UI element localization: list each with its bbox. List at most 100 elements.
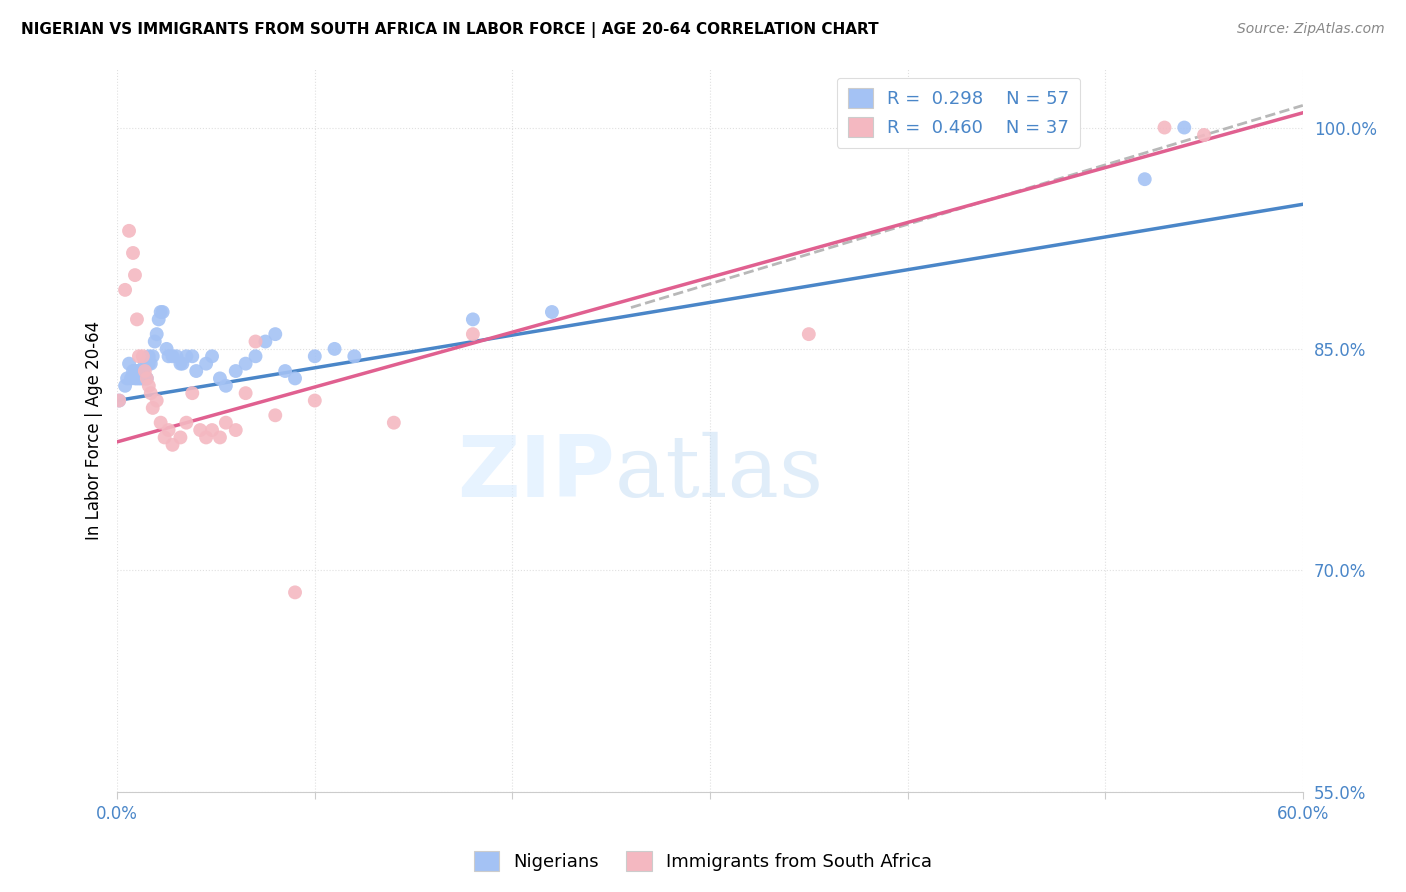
Point [176, 416, 198, 430]
Point [120, 371, 142, 385]
Point [169, 430, 191, 444]
Point [274, 364, 297, 378]
Point [132, 349, 155, 363]
Point [135, 371, 157, 385]
Point [245, 349, 267, 363]
Text: NIGERIAN VS IMMIGRANTS FROM SOUTH AFRICA IN LABOR FORCE | AGE 20-64 CORRELATION : NIGERIAN VS IMMIGRANTS FROM SOUTH AFRICA… [21, 22, 879, 38]
Point [195, 430, 218, 444]
Point [172, 357, 194, 371]
Point [132, 371, 155, 385]
Point [284, 585, 307, 599]
Point [245, 334, 267, 349]
Point [461, 327, 484, 342]
Point [304, 393, 326, 408]
Point [108, 393, 131, 408]
Point [132, 364, 155, 378]
Point [108, 393, 131, 408]
Point [1133, 172, 1156, 186]
Point [149, 416, 172, 430]
Point [142, 401, 165, 415]
Point [142, 349, 165, 363]
Point [114, 378, 136, 392]
Point [128, 371, 150, 385]
Text: atlas: atlas [616, 432, 824, 515]
Point [235, 386, 257, 401]
Point [135, 357, 157, 371]
Point [139, 386, 162, 401]
Point [128, 364, 150, 378]
Point [162, 438, 184, 452]
Point [215, 378, 238, 392]
Text: Source: ZipAtlas.com: Source: ZipAtlas.com [1237, 22, 1385, 37]
Point [215, 416, 238, 430]
Y-axis label: In Labor Force | Age 20-64: In Labor Force | Age 20-64 [86, 320, 103, 540]
Point [343, 349, 366, 363]
Point [382, 416, 405, 430]
Point [181, 349, 204, 363]
Point [145, 393, 167, 408]
Point [134, 371, 156, 385]
Point [323, 342, 346, 356]
Point [155, 342, 177, 356]
Point [541, 305, 564, 319]
Point [143, 334, 166, 349]
Point [138, 349, 160, 363]
Text: ZIP: ZIP [457, 432, 616, 515]
Point [135, 371, 157, 385]
Point [134, 357, 156, 371]
Point [148, 312, 170, 326]
Point [138, 378, 160, 392]
Point [181, 386, 204, 401]
Point [188, 423, 211, 437]
Point [129, 364, 152, 378]
Point [157, 423, 180, 437]
Point [118, 357, 141, 371]
Point [138, 357, 160, 371]
Legend: Nigerians, Immigrants from South Africa: Nigerians, Immigrants from South Africa [467, 844, 939, 879]
Point [125, 371, 148, 385]
Point [124, 364, 146, 378]
Point [195, 357, 218, 371]
Point [1173, 120, 1195, 135]
Point [284, 371, 307, 385]
Point [176, 349, 198, 363]
Point [115, 371, 138, 385]
Point [166, 349, 188, 363]
Point [125, 312, 148, 326]
Point [1192, 128, 1215, 142]
Point [201, 349, 224, 363]
Point [118, 224, 141, 238]
Point [254, 334, 277, 349]
Point [134, 364, 156, 378]
Point [235, 357, 257, 371]
Point [208, 430, 231, 444]
Point [132, 364, 155, 378]
Point [461, 312, 484, 326]
Point [122, 246, 145, 260]
Point [152, 305, 174, 319]
Point [304, 349, 326, 363]
Point [114, 283, 136, 297]
Point [157, 349, 180, 363]
Point [149, 305, 172, 319]
Point [169, 357, 191, 371]
Legend: R =  0.298    N = 57, R =  0.460    N = 37: R = 0.298 N = 57, R = 0.460 N = 37 [837, 78, 1080, 148]
Point [145, 327, 167, 342]
Point [797, 327, 820, 342]
Point [124, 371, 146, 385]
Point [162, 349, 184, 363]
Point [129, 371, 152, 385]
Point [124, 268, 146, 282]
Point [1153, 120, 1175, 135]
Point [186, 364, 208, 378]
Point [225, 423, 247, 437]
Point [264, 409, 287, 423]
Point [201, 423, 224, 437]
Point [125, 364, 148, 378]
Point [208, 371, 231, 385]
Point [153, 430, 176, 444]
Point [122, 364, 145, 378]
Point [128, 349, 150, 363]
Point [264, 327, 287, 342]
Point [139, 357, 162, 371]
